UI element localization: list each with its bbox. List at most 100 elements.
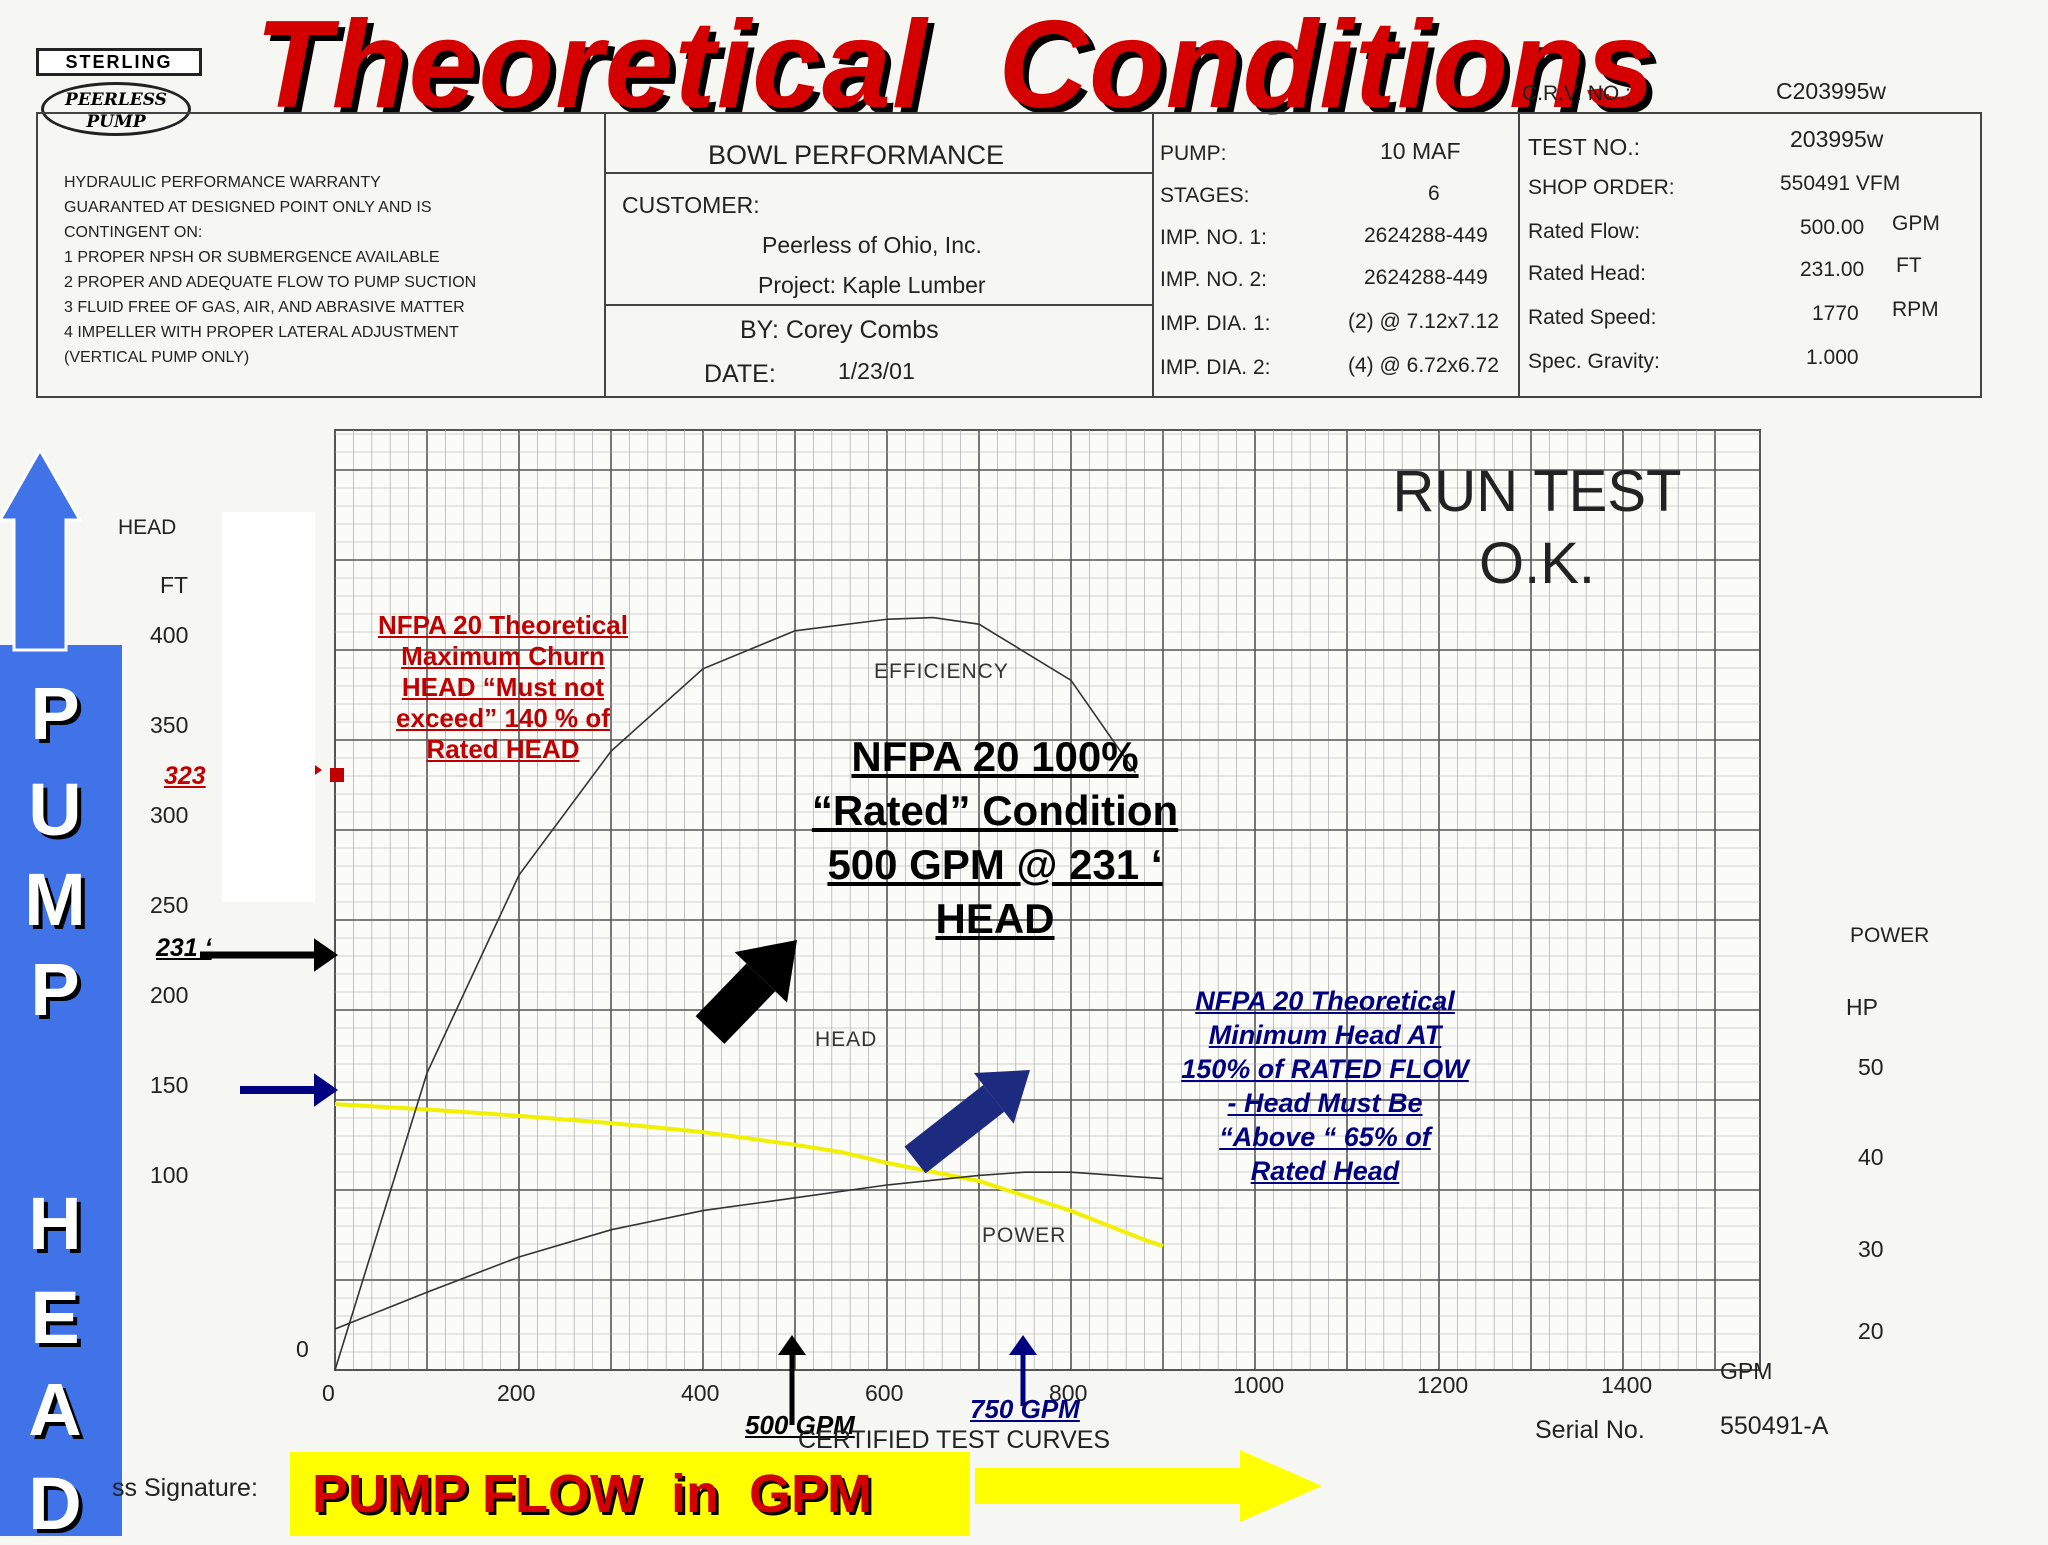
peerless-logo: STERLING PEERLESS PUMP — [36, 48, 202, 144]
warranty-text: HYDRAULIC PERFORMANCE WARRANTY GUARANTED… — [64, 170, 624, 370]
rated-note-line: HEAD — [935, 895, 1055, 942]
rated-note-line: 500 GPM @ 231 ‘ — [827, 841, 1163, 888]
bar-letter: D — [28, 1462, 82, 1545]
shop-order-value: 550491 VFM — [1780, 172, 1901, 195]
rated-speed-label: Rated Speed: — [1528, 306, 1657, 329]
logo-oval: PEERLESS PUMP — [41, 82, 191, 136]
bar-letter: E — [30, 1276, 80, 1359]
rated-note-line: NFPA 20 100% — [851, 733, 1139, 780]
min-note-line: Rated Head — [1250, 1156, 1400, 1186]
chart-grid — [334, 429, 1761, 1371]
prepared-by: BY: Corey Combs — [740, 316, 939, 344]
bar-letter: P — [30, 948, 80, 1031]
pump-head-bar: P U M P H E A D — [0, 645, 122, 1541]
project-name: Project: Kaple Lumber — [758, 272, 986, 298]
axis-overlay-patch — [222, 512, 315, 902]
logo-name-1: PEERLESS — [65, 90, 167, 110]
warranty-line: 4 IMPELLER WITH PROPER LATERAL ADJUSTMEN… — [64, 324, 459, 341]
imp-dia-1-label: IMP. DIA. 1: — [1160, 312, 1271, 335]
churn-note-line: exceed” 140 % of — [396, 703, 610, 733]
pump-value: 10 MAF — [1380, 138, 1461, 164]
min-note-line: “Above “ 65% of — [1219, 1122, 1431, 1152]
pump-label: PUMP: — [1160, 142, 1227, 165]
logo-brand: STERLING — [36, 48, 202, 76]
power-tick-label: 20 — [1858, 1318, 1884, 1344]
head-tick-label: 200 — [150, 982, 189, 1008]
power-curve — [334, 1171, 1164, 1330]
x-tick-label: 0 — [322, 1380, 335, 1406]
min-note-line: Minimum Head AT — [1208, 1020, 1442, 1050]
power-tick-label: 50 — [1858, 1054, 1884, 1080]
x-tick-label: 1400 — [1601, 1372, 1653, 1398]
bar-letter: A — [28, 1368, 82, 1451]
power-tick-label: 30 — [1858, 1236, 1884, 1262]
run-test-stamp: RUN TEST O.K. — [1372, 456, 1702, 600]
head-tick-label: 250 — [150, 892, 189, 918]
chart-arrows — [200, 744, 1037, 1425]
signature-label: ss Signature: — [112, 1474, 258, 1502]
spec-gravity-label: Spec. Gravity: — [1528, 350, 1660, 373]
churn-note: NFPA 20 Theoretical Maximum Churn HEAD “… — [368, 610, 638, 765]
spec-gravity-value: 1.000 — [1806, 346, 1859, 369]
head-curve-label: HEAD — [815, 1028, 878, 1051]
overload-point-arrow-icon — [973, 1070, 1030, 1124]
warranty-line: 3 FLUID FREE OF GAS, AIR, AND ABRASIVE M… — [64, 299, 465, 316]
overload-flow-up-arrow-icon — [1009, 1335, 1037, 1355]
head-curve — [334, 1102, 1164, 1249]
rated-speed-value: 1770 — [1812, 302, 1859, 325]
rated-flow-unit: GPM — [1892, 212, 1940, 235]
rated-head-label: Rated Head: — [1528, 262, 1646, 285]
x-tick-label: 1200 — [1417, 1372, 1469, 1398]
min-note-line: - Head Must Be — [1227, 1088, 1423, 1118]
rated-flow-up-arrow-icon — [778, 1335, 806, 1355]
head-axis-unit: FT — [160, 572, 189, 598]
min-head-arrow-icon — [314, 1073, 338, 1107]
bar-letter: U — [28, 768, 82, 851]
efficiency-curve — [334, 616, 1137, 1371]
warranty-line: 2 PROPER AND ADEQUATE FLOW TO PUMP SUCTI… — [64, 274, 477, 291]
head-tick-label: 0 — [296, 1336, 309, 1362]
power-axis-unit: HP — [1846, 994, 1878, 1020]
rated-point-arrow-icon-shaft — [695, 963, 776, 1044]
churn-note-line: NFPA 20 Theoretical — [378, 610, 628, 640]
imp-dia-2-value: (4) @ 6.72x6.72 — [1348, 354, 1499, 377]
x-axis-unit: GPM — [1720, 1358, 1773, 1384]
stamp-line-2: O.K. — [1478, 531, 1596, 596]
bar-letter: M — [24, 858, 86, 941]
test-no-label: TEST NO.: — [1528, 134, 1641, 160]
imp-dia-2-label: IMP. DIA. 2: — [1160, 356, 1271, 379]
x-tick-label: 400 — [681, 1380, 720, 1406]
customer-name: Peerless of Ohio, Inc. — [762, 232, 982, 258]
customer-label: CUSTOMER: — [622, 192, 760, 218]
head-tick-label: 100 — [150, 1162, 189, 1188]
x-tick-label: 1000 — [1233, 1372, 1285, 1398]
churn-note-line: Maximum Churn — [401, 641, 605, 671]
rated-point-arrow-icon — [734, 940, 797, 1003]
section-title: BOWL PERFORMANCE — [708, 140, 1005, 170]
bar-letter: H — [28, 1182, 82, 1265]
rated-speed-unit: RPM — [1892, 298, 1939, 321]
power-tick-label: 40 — [1858, 1144, 1884, 1170]
rated-flow-value: 500.00 — [1800, 216, 1865, 239]
stages-label: STAGES: — [1160, 184, 1250, 207]
head-tick-label: 400 — [150, 622, 189, 648]
rated-note-line: “Rated” Condition — [811, 787, 1179, 834]
power-curve-label: POWER — [982, 1224, 1067, 1247]
churn-note-line: HEAD “Must not — [401, 672, 605, 702]
rated-condition-note: NFPA 20 100% “Rated” Condition 500 GPM @… — [785, 730, 1205, 946]
power-axis-label: POWER — [1850, 924, 1930, 947]
min-note-line: NFPA 20 Theoretical — [1195, 986, 1455, 1016]
plot-area — [334, 429, 1761, 1371]
slide-title: Theoretical Conditions — [255, 0, 1656, 134]
curve-no-label: C.R.V. NO.: — [1522, 82, 1631, 105]
shop-order-label: SHOP ORDER: — [1528, 176, 1675, 199]
imp-no-1-value: 2624288-449 — [1364, 224, 1488, 247]
rated-head-unit: FT — [1896, 254, 1922, 277]
x-tick-label: 200 — [497, 1380, 536, 1406]
efficiency-curve-label: EFFICIENCY — [874, 660, 1009, 683]
overload-point-arrow-icon-shaft — [904, 1084, 1005, 1174]
date-value: 1/23/01 — [838, 358, 915, 384]
head-tick-label: 150 — [150, 1072, 189, 1098]
pump-flow-label: PUMP FLOW in GPM — [290, 1452, 970, 1536]
churn-point-marker — [330, 768, 344, 782]
